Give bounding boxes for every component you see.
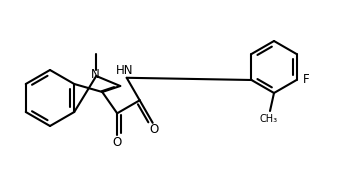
Text: CH₃: CH₃ [260,114,278,124]
Text: F: F [303,73,310,85]
Text: O: O [149,123,158,136]
Text: N: N [91,68,100,80]
Text: O: O [112,136,122,149]
Text: HN: HN [116,64,134,77]
